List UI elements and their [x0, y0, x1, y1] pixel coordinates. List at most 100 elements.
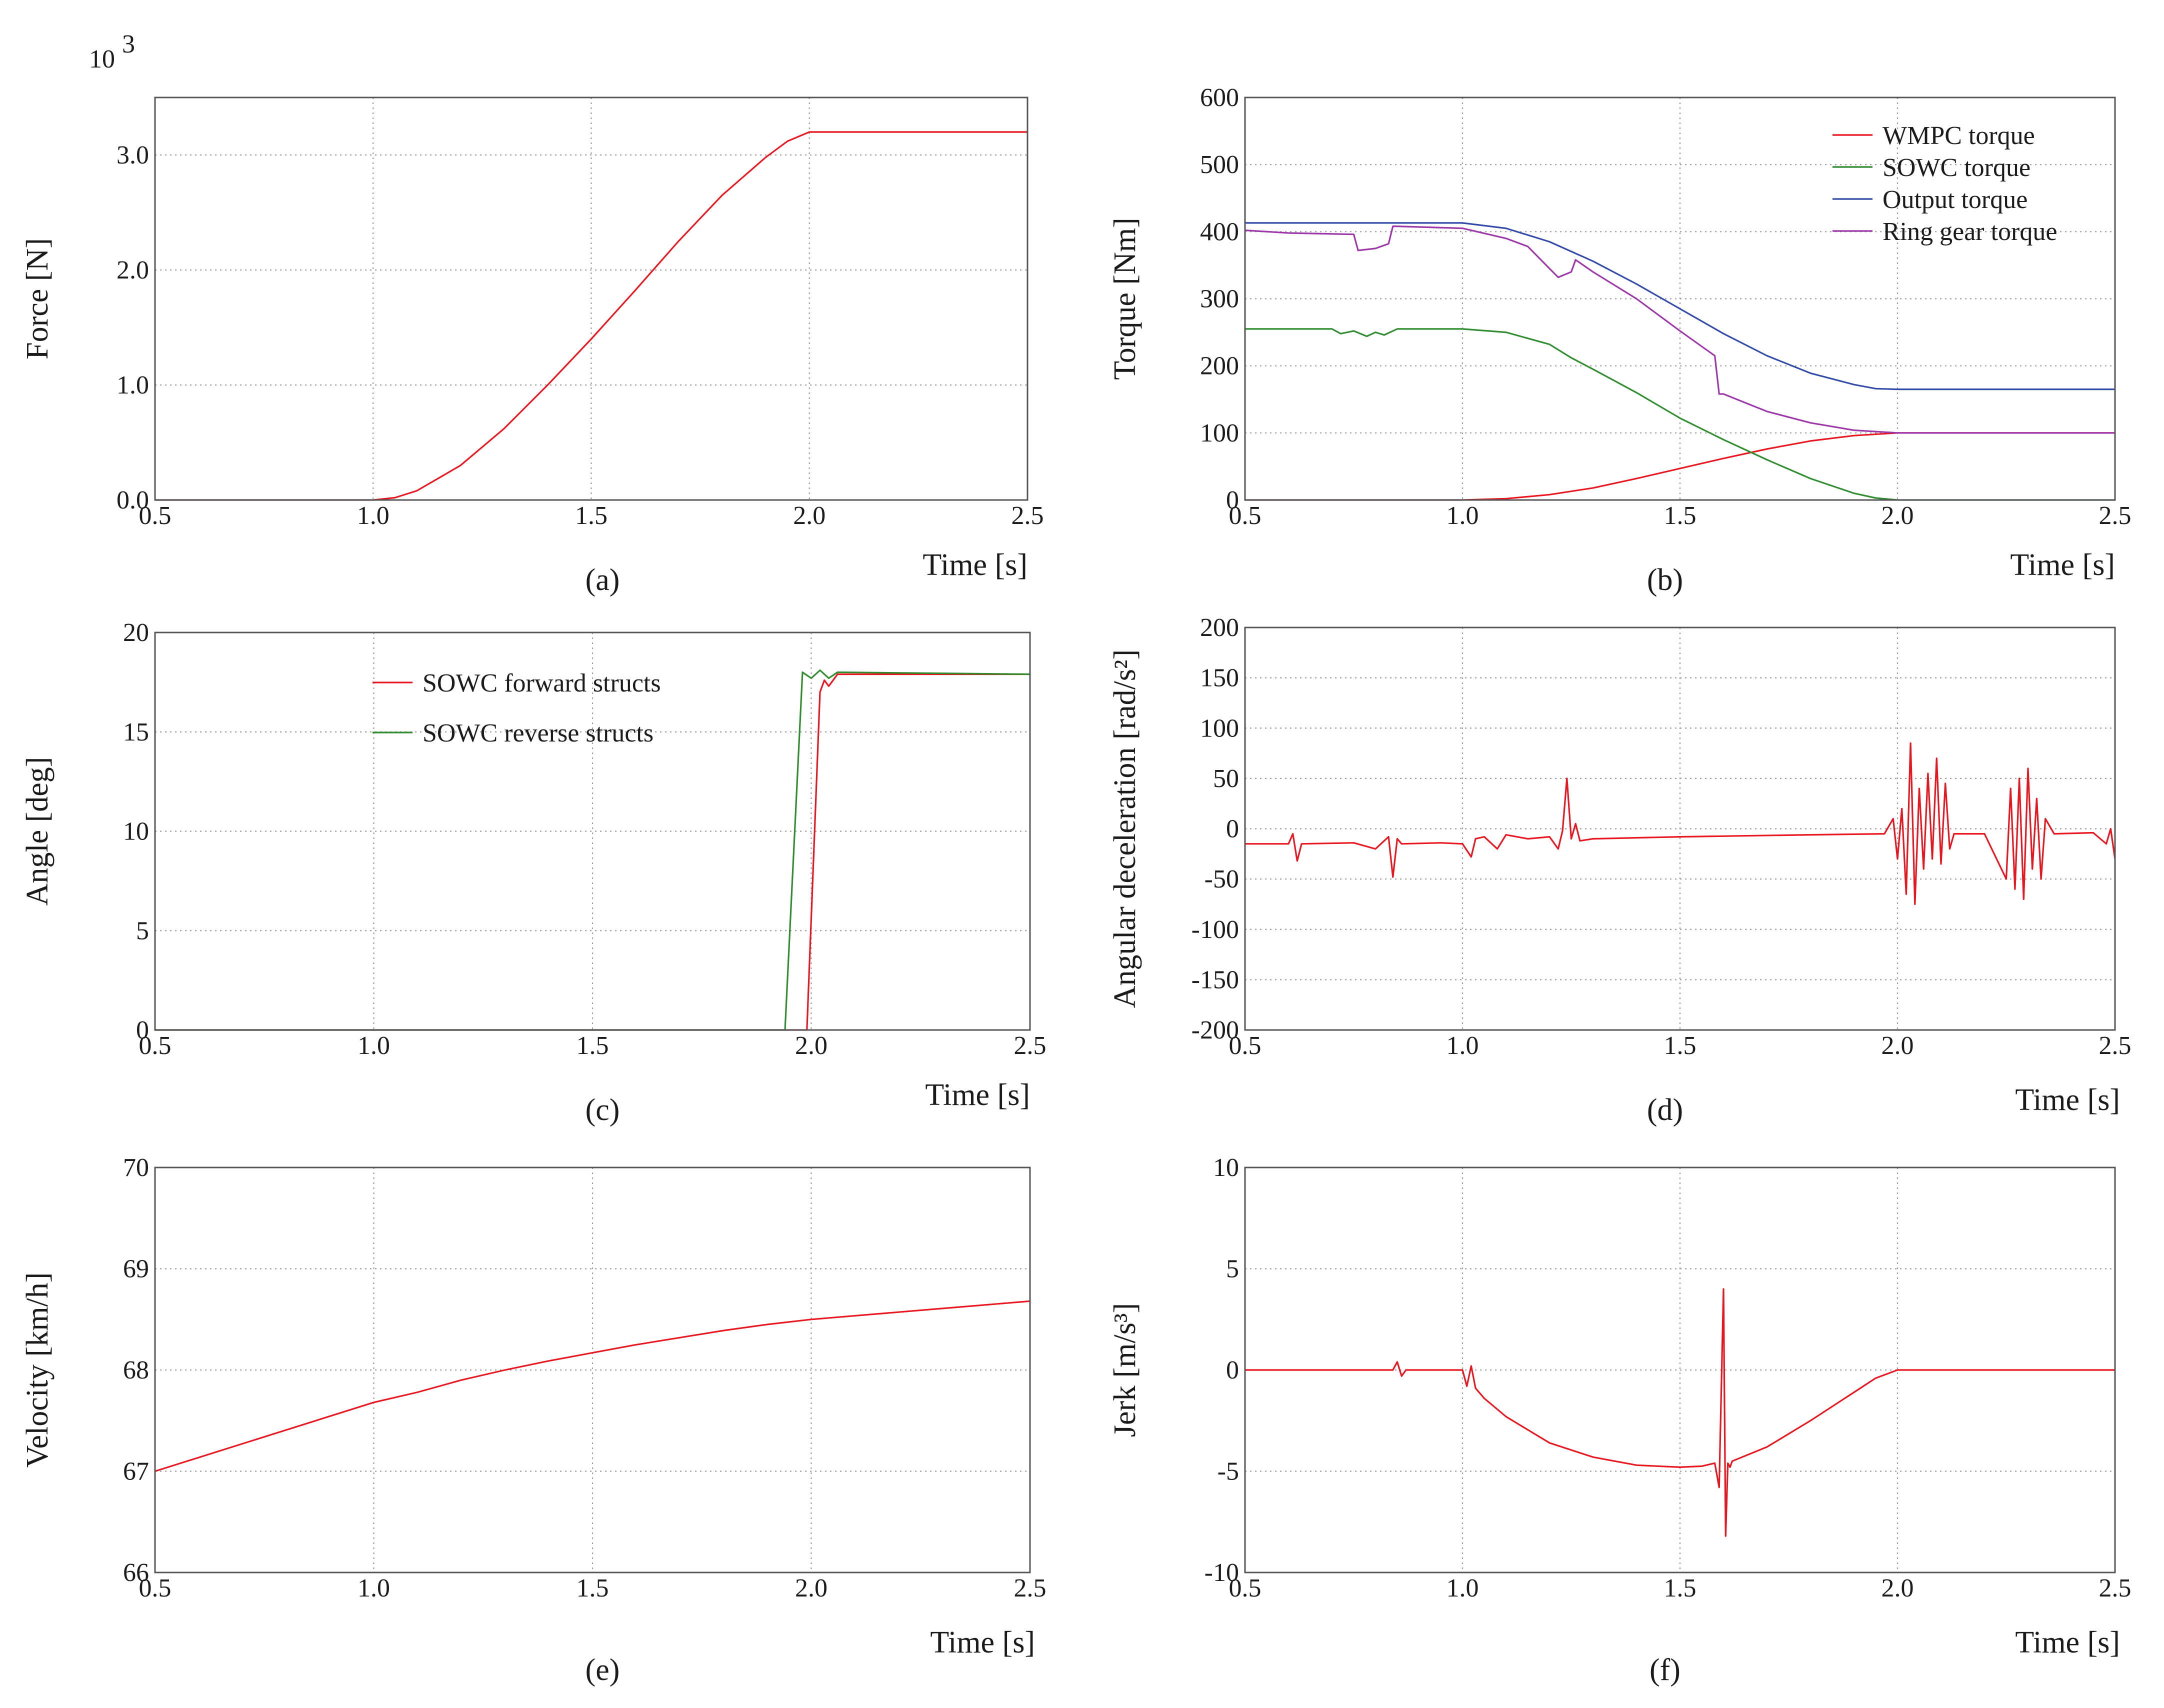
panel-caption: (b)	[1647, 563, 1683, 597]
x-tick-label: 1.5	[576, 1032, 609, 1060]
x-axis-label: Time [s]	[925, 1078, 1030, 1112]
y-tick-label: 150	[1200, 664, 1239, 692]
multiplier-exponent: 3	[122, 30, 135, 58]
x-tick-label: 1.5	[1664, 1032, 1696, 1060]
y-axis-label: Angle [deg]	[20, 757, 54, 906]
x-tick-label: 2.5	[2099, 502, 2132, 530]
y-tick-label: 70	[123, 1154, 149, 1182]
multiplier-base: 10	[89, 45, 115, 74]
x-tick-label: 1.0	[358, 1032, 390, 1060]
y-tick-label: 0.0	[116, 486, 149, 514]
series-line-ring-gear-torque	[1244, 226, 2115, 434]
y-tick-label: -200	[1192, 1016, 1239, 1044]
y-tick-label: 68	[123, 1356, 149, 1384]
series-line-wmpc-torque	[1245, 432, 2115, 501]
legend-label: Ring gear torque	[1882, 218, 2057, 246]
y-tick-label: 5	[136, 916, 149, 945]
y-tick-label: 67	[123, 1458, 149, 1486]
plot-frame	[154, 96, 1028, 501]
y-tick-label: -150	[1192, 966, 1239, 994]
x-tick-label: 0.5	[1229, 1032, 1262, 1060]
x-tick-label: 2.0	[793, 502, 826, 530]
y-tick-label: 0	[1226, 815, 1239, 844]
y-tick-label: 200	[1200, 614, 1239, 642]
x-tick-label: 2.5	[2099, 1032, 2132, 1060]
legend-label: SOWC forward structs	[422, 669, 661, 698]
x-tick-label: 2.0	[1882, 1574, 1914, 1602]
x-tick-label: 2.0	[795, 1574, 828, 1602]
y-tick-label: 0	[1226, 486, 1239, 514]
legend-label: SOWC reverse structs	[422, 719, 654, 748]
chart-e: 0.5 1.0 1.5 2.0 2.5 66 67 68 69 70 Time [s] Velocit…	[20, 1154, 1046, 1687]
x-axis-label: Time [s]	[922, 548, 1028, 582]
y-axis-label: Torque [Nm]	[1108, 218, 1142, 380]
y-tick-label: 400	[1200, 218, 1239, 246]
legend-label: SOWC torque	[1882, 154, 2030, 182]
y-tick-label: 69	[123, 1255, 149, 1284]
plot-frame	[154, 1166, 1031, 1574]
x-tick-label: 0.5	[1229, 502, 1262, 530]
series-line-velocity	[154, 1300, 1030, 1472]
y-tick-label: 0	[136, 1016, 149, 1044]
series-line-output-torque	[1245, 222, 2115, 390]
y-axis-label: Jerk [m/s³]	[1108, 1303, 1142, 1437]
series-line-force	[155, 131, 1028, 501]
x-tick-label: 0.5	[1229, 1574, 1262, 1602]
x-tick-label: 1.0	[358, 1574, 390, 1602]
series-line-jerk	[1245, 1288, 2115, 1537]
legend: WMPC torque SOWC torque Output torque Ring …	[1832, 122, 2057, 246]
y-tick-label: 5	[1226, 1255, 1239, 1284]
y-axis-label: Force [N]	[20, 238, 54, 360]
y-axis-label: Velocity [km/h]	[20, 1272, 54, 1468]
x-tick-label: 2.0	[1882, 1032, 1914, 1060]
y-tick-label: 10	[123, 818, 149, 846]
x-tick-label: 1.5	[1664, 1574, 1696, 1602]
y-tick-label: 100	[1200, 419, 1239, 448]
x-tick-label: 0.5	[139, 1574, 172, 1602]
x-tick-label: 1.0	[1446, 1032, 1479, 1060]
series-line-angular-deceleration	[1245, 742, 2116, 906]
panel-caption: (d)	[1647, 1093, 1683, 1127]
y-tick-label: 1.0	[116, 371, 149, 400]
panel-caption: (a)	[586, 563, 620, 597]
x-tick-label: 0.5	[139, 1032, 172, 1060]
y-multiplier-label: 103	[89, 30, 135, 74]
y-tick-label: -100	[1192, 916, 1239, 944]
plot-frame	[1244, 96, 2116, 501]
y-tick-label: 500	[1200, 150, 1239, 179]
y-tick-label: 300	[1200, 285, 1239, 314]
plot-frame	[154, 632, 1031, 1031]
y-tick-label: 0	[1226, 1356, 1239, 1384]
y-tick-label: 66	[123, 1558, 149, 1587]
x-tick-label: 2.0	[795, 1032, 828, 1060]
x-axis-label: Time [s]	[2010, 548, 2115, 582]
y-tick-label: 200	[1200, 352, 1239, 380]
x-tick-label: 2.5	[1014, 1032, 1046, 1060]
x-tick-label: 1.0	[1446, 1574, 1479, 1602]
chart-d: 0.5 1.0 1.5 2.0 2.5 -200 -150 -100 -50 0 50 100 150 2…	[1108, 614, 2132, 1127]
x-tick-label: 2.5	[2099, 1574, 2132, 1602]
x-tick-label: 1.5	[575, 502, 608, 530]
chart-a: 0.5 1.0 1.5 2.0 2.5 0.0 1.0 2.0 3.0 Time [s] Force…	[20, 30, 1044, 597]
x-tick-label: 1.0	[1446, 502, 1479, 530]
y-tick-label: 600	[1200, 84, 1239, 112]
x-tick-label: 2.5	[1012, 502, 1044, 530]
series-line-sowc-reverse-structs	[155, 669, 1030, 1031]
legend-label: Output torque	[1882, 186, 2028, 214]
y-tick-label: -50	[1204, 865, 1239, 894]
chart-b: 0.5 1.0 1.5 2.0 2.5 0 100 200 300 400 500 600 Time […	[1108, 84, 2132, 597]
y-tick-label: 3.0	[116, 141, 149, 170]
chart-c: 0.5 1.0 1.5 2.0 2.5 0 5 10 15 20 Time [s] Angle [de…	[20, 618, 1046, 1127]
y-tick-label: 20	[123, 618, 149, 647]
x-axis-label: Time [s]	[2015, 1626, 2120, 1660]
x-tick-label: 2.5	[1014, 1574, 1046, 1602]
x-tick-label: 1.0	[357, 502, 390, 530]
x-axis-label: Time [s]	[2015, 1083, 2120, 1117]
y-tick-label: 15	[123, 718, 149, 746]
y-tick-label: -10	[1204, 1558, 1239, 1587]
y-tick-label: -5	[1218, 1458, 1239, 1486]
x-tick-label: 2.0	[1882, 502, 1914, 530]
x-tick-label: 0.5	[139, 502, 172, 530]
series-line-sowc-torque	[1245, 328, 2115, 501]
